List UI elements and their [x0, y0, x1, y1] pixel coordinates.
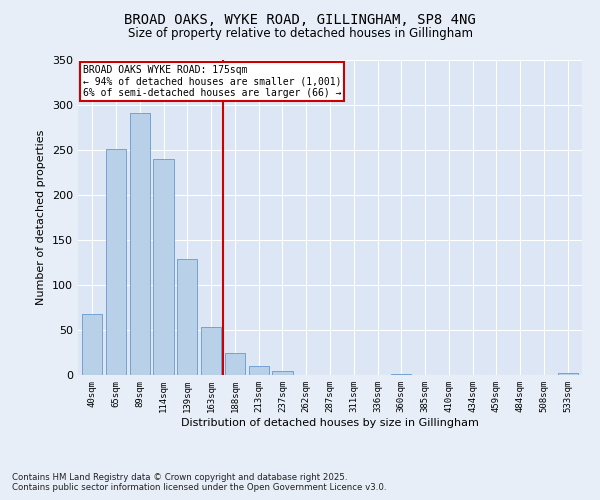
X-axis label: Distribution of detached houses by size in Gillingham: Distribution of detached houses by size …: [181, 418, 479, 428]
Text: Contains HM Land Registry data © Crown copyright and database right 2025.
Contai: Contains HM Land Registry data © Crown c…: [12, 473, 386, 492]
Bar: [154, 159, 173, 375]
Y-axis label: Number of detached properties: Number of detached properties: [37, 130, 46, 305]
Bar: [225, 352, 245, 375]
Bar: [130, 113, 150, 375]
Bar: [272, 372, 293, 375]
Text: BROAD OAKS WYKE ROAD: 175sqm
← 94% of detached houses are smaller (1,001)
6% of : BROAD OAKS WYKE ROAD: 175sqm ← 94% of de…: [83, 64, 341, 98]
Bar: [201, 328, 221, 375]
Bar: [82, 314, 103, 375]
Bar: [106, 149, 126, 375]
Bar: [177, 259, 197, 375]
Bar: [391, 374, 412, 375]
Text: Size of property relative to detached houses in Gillingham: Size of property relative to detached ho…: [128, 28, 473, 40]
Text: BROAD OAKS, WYKE ROAD, GILLINGHAM, SP8 4NG: BROAD OAKS, WYKE ROAD, GILLINGHAM, SP8 4…: [124, 12, 476, 26]
Bar: [557, 373, 578, 375]
Bar: [248, 366, 269, 375]
